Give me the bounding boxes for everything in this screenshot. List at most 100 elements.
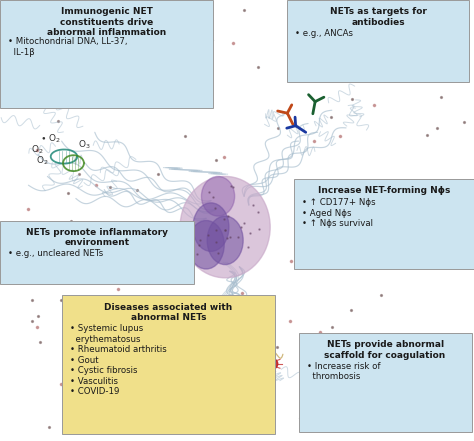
Text: • Gout: • Gout: [70, 355, 98, 365]
Point: [209, 37, 216, 44]
Text: $\bullet$ O$_2$: $\bullet$ O$_2$: [40, 133, 61, 145]
Point: [33, 146, 41, 153]
Text: • Systemic lupus: • Systemic lupus: [70, 324, 143, 333]
Text: • e.g., uncleared NETs: • e.g., uncleared NETs: [8, 249, 103, 258]
Point: [296, 414, 304, 421]
Point: [314, 239, 322, 246]
Point: [122, 269, 129, 276]
Point: [86, 52, 93, 59]
Ellipse shape: [253, 356, 278, 371]
Point: [362, 417, 370, 424]
Ellipse shape: [180, 176, 270, 278]
FancyBboxPatch shape: [62, 295, 275, 434]
Ellipse shape: [207, 216, 243, 265]
Point: [82, 405, 90, 412]
Point: [316, 329, 323, 336]
Point: [155, 170, 162, 177]
Point: [139, 102, 146, 109]
Point: [146, 381, 154, 388]
Text: • Mitochondrial DNA, LL-37,: • Mitochondrial DNA, LL-37,: [8, 37, 128, 46]
FancyBboxPatch shape: [0, 0, 213, 108]
Point: [229, 40, 237, 47]
Text: NETs as targets for
antibodies: NETs as targets for antibodies: [329, 7, 427, 27]
Point: [69, 225, 77, 232]
Ellipse shape: [225, 356, 249, 371]
Ellipse shape: [215, 368, 240, 383]
Point: [298, 27, 306, 34]
Point: [130, 361, 137, 368]
FancyBboxPatch shape: [294, 179, 474, 269]
Point: [364, 404, 372, 411]
Point: [64, 189, 72, 196]
Point: [33, 324, 41, 331]
Point: [114, 73, 121, 80]
Point: [35, 313, 42, 320]
Text: O$_2$: O$_2$: [31, 144, 44, 156]
Point: [377, 401, 384, 408]
Point: [433, 124, 441, 131]
Point: [260, 333, 267, 340]
Point: [148, 277, 155, 284]
Text: NETs promote inflammatory
environment: NETs promote inflammatory environment: [26, 228, 168, 247]
Point: [393, 373, 401, 380]
Point: [220, 153, 228, 160]
Point: [89, 374, 96, 381]
Point: [450, 237, 458, 244]
Point: [92, 181, 100, 188]
Point: [24, 205, 32, 212]
Point: [254, 319, 262, 326]
Point: [236, 300, 244, 307]
Point: [337, 132, 344, 139]
Point: [309, 210, 316, 217]
Point: [55, 117, 62, 124]
Point: [437, 93, 444, 101]
Ellipse shape: [201, 176, 235, 216]
Text: O$_3$: O$_3$: [78, 138, 91, 151]
Point: [67, 268, 74, 275]
Text: Diseases associated with
abnormal NETs: Diseases associated with abnormal NETs: [104, 303, 232, 322]
Text: • Rheumatoid arthritis: • Rheumatoid arthritis: [70, 345, 166, 354]
Point: [115, 406, 123, 413]
Point: [331, 29, 339, 36]
Point: [460, 118, 468, 125]
Point: [115, 286, 122, 293]
Point: [299, 250, 307, 257]
Point: [180, 410, 188, 417]
Point: [140, 386, 148, 393]
Point: [317, 229, 325, 236]
Ellipse shape: [234, 345, 259, 360]
Text: • Vasculitis: • Vasculitis: [70, 377, 118, 386]
Point: [403, 400, 410, 407]
Point: [238, 289, 246, 296]
Point: [286, 318, 294, 325]
Point: [346, 31, 353, 38]
Point: [22, 62, 30, 69]
Point: [132, 420, 139, 427]
Point: [28, 318, 36, 325]
Point: [123, 366, 130, 373]
Point: [390, 187, 397, 194]
Point: [380, 248, 388, 255]
Point: [202, 323, 210, 330]
Point: [75, 171, 82, 178]
Text: IL-1β: IL-1β: [8, 48, 35, 57]
Text: NETs provide abnormal
scaffold for coagulation: NETs provide abnormal scaffold for coagu…: [325, 340, 446, 360]
Point: [371, 101, 378, 108]
Text: Immunogenic NET
constituents drive
abnormal inflammation: Immunogenic NET constituents drive abnor…: [47, 7, 166, 37]
Point: [287, 258, 294, 265]
Point: [328, 324, 336, 331]
Point: [382, 56, 389, 64]
Point: [197, 345, 205, 352]
Point: [72, 401, 79, 408]
Point: [401, 43, 408, 50]
Text: • ↑ CD177+ Nϕs: • ↑ CD177+ Nϕs: [302, 198, 375, 207]
Text: • Cystic fibrosis: • Cystic fibrosis: [70, 366, 137, 375]
Point: [327, 113, 334, 120]
Point: [146, 395, 154, 402]
Ellipse shape: [241, 365, 266, 380]
Point: [67, 218, 74, 225]
Point: [212, 157, 219, 164]
Point: [36, 338, 44, 345]
Text: • COVID-19: • COVID-19: [70, 387, 119, 396]
Point: [112, 62, 119, 69]
